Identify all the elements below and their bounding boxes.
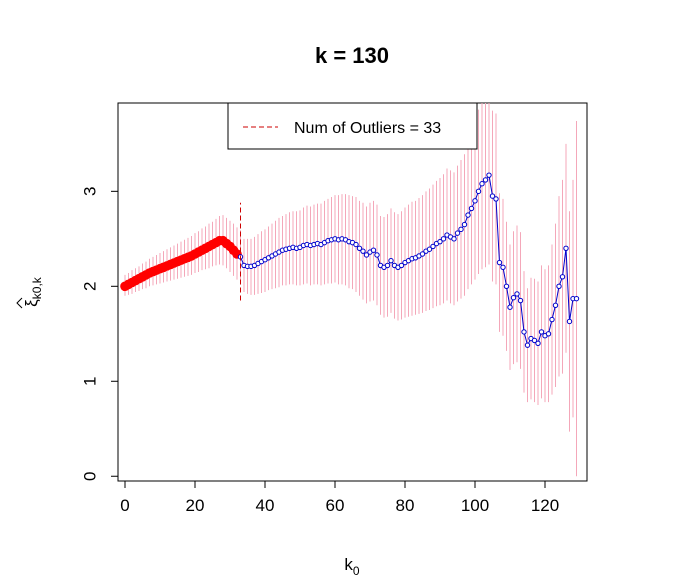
estimate-point — [486, 172, 492, 178]
legend-label: Num of Outliers = 33 — [294, 120, 441, 137]
estimate-point — [563, 245, 569, 252]
estimate-point — [566, 318, 573, 325]
estimate-point — [521, 329, 527, 335]
estimate-point — [503, 283, 510, 290]
x-axis: 0 20 40 60 80 100 120 — [120, 480, 559, 515]
x-tick-label: 20 — [186, 496, 205, 515]
estimate-point — [493, 196, 499, 202]
estimate-point — [461, 221, 468, 228]
estimate-point — [454, 230, 461, 236]
y-tick-label: 1 — [80, 377, 99, 386]
legend: Num of Outliers = 33 — [227, 102, 478, 150]
estimate-point — [388, 257, 394, 264]
estimate-point — [479, 181, 485, 187]
estimate-point — [489, 193, 496, 199]
estimate-point — [353, 241, 359, 248]
estimate-point — [360, 248, 366, 254]
estimate-point — [370, 247, 377, 253]
y-axis-label: ξk0,k — [22, 276, 44, 307]
estimate-point — [524, 342, 531, 348]
x-axis-label-subscript: 0 — [353, 564, 360, 578]
estimate-point — [356, 245, 363, 252]
estimate-point — [500, 264, 506, 271]
estimate-point — [419, 251, 426, 257]
estimate-point — [573, 295, 580, 302]
y-axis-label-main: ξ — [22, 299, 41, 307]
y-axis-label-hat — [16, 297, 23, 309]
estimate-point — [384, 262, 391, 269]
x-tick-label: 0 — [120, 496, 129, 515]
estimate-point — [374, 252, 380, 258]
x-axis-label-main: k — [344, 555, 353, 574]
estimate-point — [458, 226, 464, 233]
estimate-point — [468, 205, 475, 212]
estimate-point — [398, 262, 405, 269]
estimate-point — [510, 294, 517, 301]
x-tick-label: 40 — [256, 496, 275, 515]
estimate-point — [465, 212, 471, 218]
estimate-point — [538, 329, 545, 335]
y-tick-label: 0 — [80, 472, 99, 481]
x-axis-label: k0 — [344, 555, 360, 578]
outlier-points — [120, 235, 242, 292]
estimate-point — [451, 236, 457, 242]
estimate-point — [559, 274, 566, 280]
estimate-points — [237, 172, 580, 348]
estimate-point — [426, 246, 433, 252]
estimate-point — [545, 331, 552, 337]
estimate-point — [472, 198, 478, 204]
y-axis: 0 1 2 3 — [80, 187, 119, 481]
estimate-point — [514, 291, 520, 297]
confidence-intervals — [124, 103, 577, 477]
x-tick-label: 120 — [531, 496, 559, 515]
y-axis-label-subscript: k0,k — [30, 276, 44, 299]
estimate-point — [440, 236, 447, 242]
estimate-point — [535, 340, 541, 346]
estimate-point — [517, 297, 524, 304]
estimate-point — [363, 252, 370, 258]
y-tick-label: 2 — [80, 282, 99, 291]
estimate-point — [556, 283, 562, 290]
x-tick-label: 100 — [461, 496, 489, 515]
estimate-point — [531, 337, 538, 344]
estimate-point — [549, 316, 555, 323]
estimate-point — [437, 238, 443, 245]
x-tick-label: 80 — [396, 496, 415, 515]
y-tick-label: 3 — [80, 187, 99, 196]
estimate-point — [552, 302, 559, 308]
chart-title: k = 130 — [315, 43, 389, 68]
x-tick-label: 60 — [326, 496, 345, 515]
estimate-point — [430, 243, 436, 250]
estimate-point — [482, 177, 489, 183]
estimate-point — [496, 259, 503, 266]
legend-box — [227, 102, 478, 150]
estimate-point — [507, 304, 513, 310]
estimate-point — [475, 188, 482, 195]
